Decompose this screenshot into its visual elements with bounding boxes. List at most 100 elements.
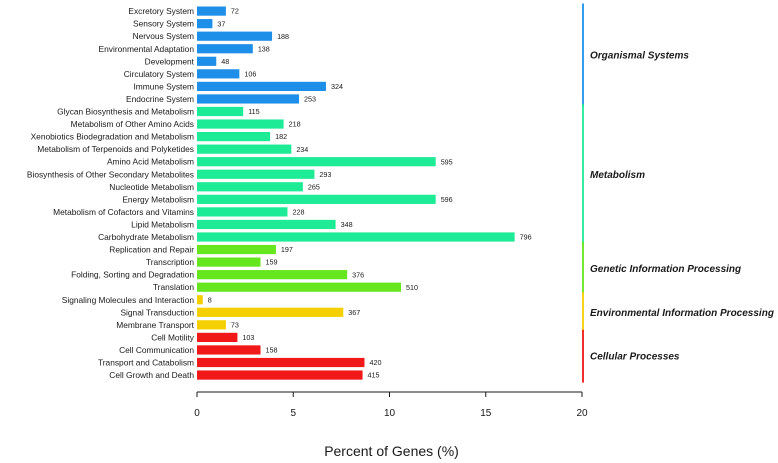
value-label-xenobiotics-biodegradation-and-metabolism: 182 xyxy=(275,132,287,141)
bar-lipid-metabolism xyxy=(197,219,336,230)
bar-nucleotide-metabolism xyxy=(197,182,303,192)
category-label-carbohydrate-metabolism: Carbohydrate Metabolism xyxy=(98,232,194,242)
bar-glycan-biosynthesis-and-metabolism xyxy=(197,106,244,117)
category-label-metabolism-of-cofactors-and-vitamins: Metabolism of Cofactors and Vitamins xyxy=(53,207,194,217)
value-label-membrane-transport: 73 xyxy=(231,320,239,329)
bar-energy-metabolism xyxy=(197,194,436,204)
bar-cell-communication xyxy=(197,345,261,355)
group-label-genetic-information-processing: Genetic Information Processing xyxy=(590,264,741,275)
category-label-cell-communication: Cell Communication xyxy=(119,345,194,355)
bar-circulatory-system xyxy=(197,69,240,79)
category-label-endocrine-system: Endocrine System xyxy=(126,94,194,104)
category-label-glycan-biosynthesis-and-metabolism: Glycan Biosynthesis and Metabolism xyxy=(57,107,194,117)
category-label-signal-transduction: Signal Transduction xyxy=(120,307,194,317)
group-brackets: Organismal Systems Metabolism Genetic Info… xyxy=(582,3,774,383)
value-label-replication-and-repair: 197 xyxy=(281,245,293,254)
value-label-nervous-system: 188 xyxy=(277,32,289,41)
category-label-sensory-system: Sensory System xyxy=(133,19,194,29)
value-label-cell-growth-and-death: 415 xyxy=(368,371,380,380)
category-label-environmental-adaptation: Environmental Adaptation xyxy=(99,44,195,54)
category-labels: Excretory System Sensory System Nervous Sy… xyxy=(27,6,195,380)
bar-sensory-system xyxy=(197,19,213,29)
value-label-endocrine-system: 253 xyxy=(304,95,316,104)
value-label-cell-motility: 103 xyxy=(242,333,254,342)
category-label-excretory-system: Excretory System xyxy=(128,6,194,16)
bar-endocrine-system xyxy=(197,94,300,104)
value-label-metabolism-of-terpenoids-and-polyketides: 234 xyxy=(296,145,308,154)
value-label-transcription: 159 xyxy=(266,258,278,267)
category-label-biosynthesis-of-other-secondary-metabolites: Biosynthesis of Other Secondary Metaboli… xyxy=(27,169,194,179)
value-label-signaling-molecules-and-interaction: 8 xyxy=(208,295,212,304)
x-axis: 0 5 10 15 20 xyxy=(194,391,588,419)
value-label-folding-sorting-and-degradation: 376 xyxy=(352,270,364,279)
value-label-immune-system: 324 xyxy=(331,82,343,91)
value-label-metabolism-of-other-amino-acids: 218 xyxy=(289,120,301,129)
bar-signal-transduction xyxy=(197,307,344,317)
value-label-excretory-system: 72 xyxy=(231,7,239,16)
bar-metabolism-of-terpenoids-and-polyketides xyxy=(197,144,292,154)
bar-nervous-system xyxy=(197,31,273,41)
bar-folding-sorting-and-degradation xyxy=(197,270,348,280)
value-label-biosynthesis-of-other-secondary-metabolites: 293 xyxy=(319,170,331,179)
category-label-energy-metabolism: Energy Metabolism xyxy=(122,194,194,204)
bar-cell-growth-and-death xyxy=(197,370,363,380)
bar-metabolism-of-cofactors-and-vitamins xyxy=(197,207,288,217)
bar-carbohydrate-metabolism xyxy=(197,232,515,242)
bar-environmental-adaptation xyxy=(197,44,253,54)
category-label-cell-growth-and-death: Cell Growth and Death xyxy=(109,370,194,380)
category-label-xenobiotics-biodegradation-and-metabolism: Xenobiotics Biodegradation and Metabolis… xyxy=(31,132,194,142)
category-label-development: Development xyxy=(145,56,195,66)
category-label-membrane-transport: Membrane Transport xyxy=(116,320,194,330)
category-label-lipid-metabolism: Lipid Metabolism xyxy=(131,219,194,229)
value-label-signal-transduction: 367 xyxy=(348,308,360,317)
bar-membrane-transport xyxy=(197,320,226,330)
category-label-immune-system: Immune System xyxy=(133,81,194,91)
bar-translation xyxy=(197,282,402,292)
category-label-cell-motility: Cell Motility xyxy=(151,332,195,342)
category-label-metabolism-of-other-amino-acids: Metabolism of Other Amino Acids xyxy=(71,119,194,129)
category-label-circulatory-system: Circulatory System xyxy=(124,69,194,79)
value-label-translation: 510 xyxy=(406,283,418,292)
category-label-folding-sorting-and-degradation: Folding, Sorting and Degradation xyxy=(71,270,194,280)
value-label-nucleotide-metabolism: 265 xyxy=(308,182,320,191)
value-label-glycan-biosynthesis-and-metabolism: 115 xyxy=(248,107,259,116)
category-label-replication-and-repair: Replication and Repair xyxy=(109,245,194,255)
bar-cell-motility xyxy=(197,332,238,342)
value-label-energy-metabolism: 596 xyxy=(441,195,453,204)
value-label-cell-communication: 158 xyxy=(266,346,278,355)
bar-replication-and-repair xyxy=(197,244,276,255)
value-label-circulatory-system: 106 xyxy=(244,69,256,78)
value-label-metabolism-of-cofactors-and-vitamins: 228 xyxy=(292,208,304,217)
category-label-nervous-system: Nervous System xyxy=(133,31,194,41)
bar-biosynthesis-of-other-secondary-metabolites xyxy=(197,169,315,179)
group-label-cellular-processes: Cellular Processes xyxy=(590,352,680,363)
x-tick-label-15: 15 xyxy=(480,408,492,419)
category-label-transcription: Transcription xyxy=(146,257,194,267)
value-label-lipid-metabolism: 348 xyxy=(341,220,353,229)
category-label-signaling-molecules-and-interaction: Signaling Molecules and Interaction xyxy=(62,295,195,305)
bar-immune-system xyxy=(197,81,326,91)
value-label-sensory-system: 37 xyxy=(217,19,225,28)
group-label-organismal-systems: Organismal Systems xyxy=(590,51,689,62)
value-label-transport-and-catabolism: 420 xyxy=(369,358,381,367)
bar-excretory-system xyxy=(197,6,226,16)
bars-layer xyxy=(197,6,515,380)
category-label-transport-and-catabolism: Transport and Catabolism xyxy=(98,358,194,368)
value-label-carbohydrate-metabolism: 796 xyxy=(520,233,532,242)
category-label-translation: Translation xyxy=(153,282,194,292)
x-tick-label-20: 20 xyxy=(576,408,588,419)
category-label-nucleotide-metabolism: Nucleotide Metabolism xyxy=(109,182,194,192)
bar-amino-acid-metabolism xyxy=(197,157,436,167)
x-tick-label-5: 5 xyxy=(290,408,296,419)
value-label-development: 48 xyxy=(221,57,229,66)
bar-transcription xyxy=(197,257,261,267)
category-label-metabolism-of-terpenoids-and-polyketides: Metabolism of Terpenoids and Polyketides xyxy=(37,144,194,154)
x-tick-label-0: 0 xyxy=(194,408,200,419)
category-label-amino-acid-metabolism: Amino Acid Metabolism xyxy=(107,157,194,167)
group-label-metabolism: Metabolism xyxy=(590,170,645,181)
value-label-amino-acid-metabolism: 595 xyxy=(441,157,453,166)
x-tick-label-10: 10 xyxy=(384,408,396,419)
bar-signaling-molecules-and-interaction xyxy=(197,295,203,305)
